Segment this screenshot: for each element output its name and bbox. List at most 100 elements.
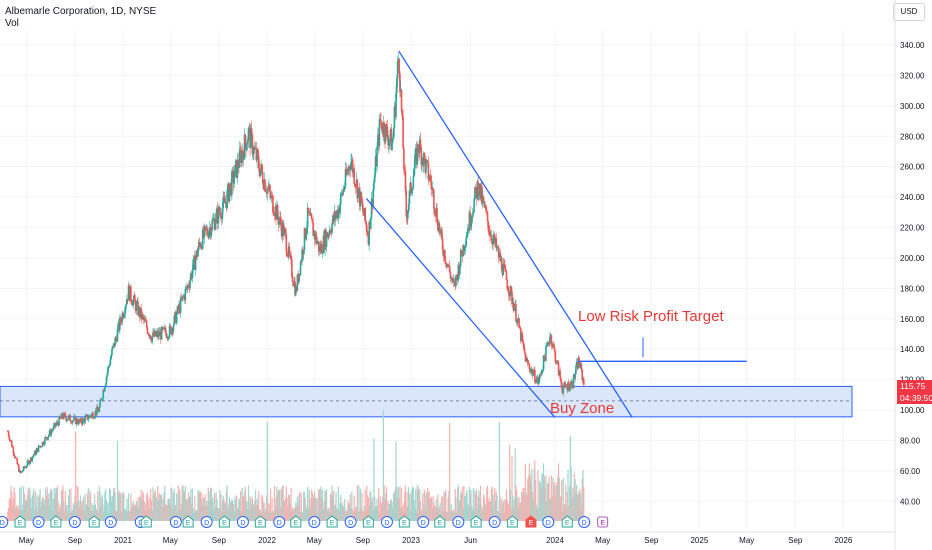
candle-body [362,203,364,212]
earnings-event-marker[interactable] [290,515,302,528]
dividend-event-marker[interactable] [452,516,465,528]
candle-body [306,227,308,235]
volume-bar [112,495,114,521]
dividend-event-marker[interactable] [0,516,9,528]
dividend-event-marker[interactable] [344,516,357,528]
volume-bar [411,490,413,521]
volume-bar [220,494,222,521]
volume-bar [140,489,142,521]
buy-zone[interactable] [0,385,853,418]
volume-bar [393,492,395,521]
volume-bar [450,504,452,521]
candle-body [328,230,331,235]
volume-bar [506,500,508,521]
dividend-event-marker[interactable] [273,516,286,528]
earnings-event-marker[interactable] [218,515,230,528]
volume-bar [418,489,420,521]
candle-body [220,213,222,218]
event-marker-letter: E [92,520,97,527]
earnings-event-marker[interactable] [182,515,194,528]
channel-lower-line[interactable] [365,198,556,419]
candle-body [69,414,71,422]
dividend-event-marker[interactable] [542,516,555,528]
volume-bar [464,496,467,521]
candle-body [364,208,367,221]
candle-body [149,335,152,340]
volume-bar [545,475,547,521]
dividend-event-marker[interactable] [488,516,501,528]
volume-bar [383,485,385,521]
candle-body [569,383,572,389]
earnings-event-marker[interactable] [326,515,338,528]
dividend-event-marker[interactable] [578,516,591,528]
symbol-title[interactable]: Albemarle Corporation, 1D, NYSE [5,6,157,17]
earnings-event-marker[interactable] [525,515,537,528]
volume-bar [453,512,455,521]
volume-bar [455,497,457,521]
dividend-event-marker[interactable] [68,516,81,528]
volume-bar [192,508,194,521]
volume-bar [572,487,574,521]
volume-bar [478,490,480,521]
volume-bar [86,493,89,521]
earnings-event-marker[interactable] [140,515,152,528]
bar-countdown: 04:39:50 [900,393,932,403]
earnings-event-marker[interactable] [398,515,410,528]
volume-bar [120,492,122,521]
volume-bar [71,511,73,521]
volume-bar [428,490,430,521]
candle-body [464,245,467,248]
candle-body [543,355,546,359]
candle-body [460,250,463,256]
volume-bar [149,507,151,521]
earnings-event-marker[interactable] [561,515,573,528]
volume-bar [234,496,236,521]
candle-body [354,183,356,186]
volume-bar [123,492,125,521]
volume-bar [202,505,204,521]
volume-bar [305,509,307,521]
earnings-event-marker[interactable] [434,515,446,528]
volume-bar [154,489,156,521]
currency-button[interactable]: USD [893,3,925,21]
earnings-event-marker[interactable] [597,516,609,528]
dividend-event-marker[interactable] [104,516,117,528]
dividend-event-marker[interactable] [308,516,321,528]
earnings-event-marker[interactable] [50,515,62,528]
volume-bar [14,492,16,521]
candle-body [522,340,524,343]
volume-bar [488,497,490,521]
candle-body [210,229,213,237]
earnings-event-marker[interactable] [88,515,100,528]
volume-bar [249,496,251,521]
dividend-event-marker[interactable] [200,516,213,528]
candle-body [7,431,10,437]
dividend-event-marker[interactable] [417,516,430,528]
candle-body [530,370,532,373]
earnings-event-marker[interactable] [254,515,266,528]
earnings-event-marker[interactable] [506,515,518,528]
dividend-event-marker[interactable] [380,516,393,528]
volume-bar [214,506,216,521]
channel-upper-line[interactable] [398,50,633,418]
candle-body [205,226,207,231]
event-marker-letter: E [565,520,570,527]
volume-bar [293,508,295,521]
dividend-event-marker[interactable] [32,516,45,528]
candle-body [560,382,563,389]
candle-body [110,355,112,360]
earnings-event-marker[interactable] [362,515,374,528]
earnings-event-marker[interactable] [14,515,26,528]
volume-bar [178,492,180,521]
volume-bar [307,486,309,521]
volume-bar [125,508,127,521]
candle-body [339,204,341,214]
candle-body [102,390,105,399]
volume-indicator-label[interactable]: Vol [5,18,19,29]
earnings-event-marker[interactable] [470,515,482,528]
volume-bar [239,491,242,521]
volume-bar [201,492,203,521]
dividend-event-marker[interactable] [169,516,182,528]
dividend-event-marker[interactable] [236,516,249,528]
